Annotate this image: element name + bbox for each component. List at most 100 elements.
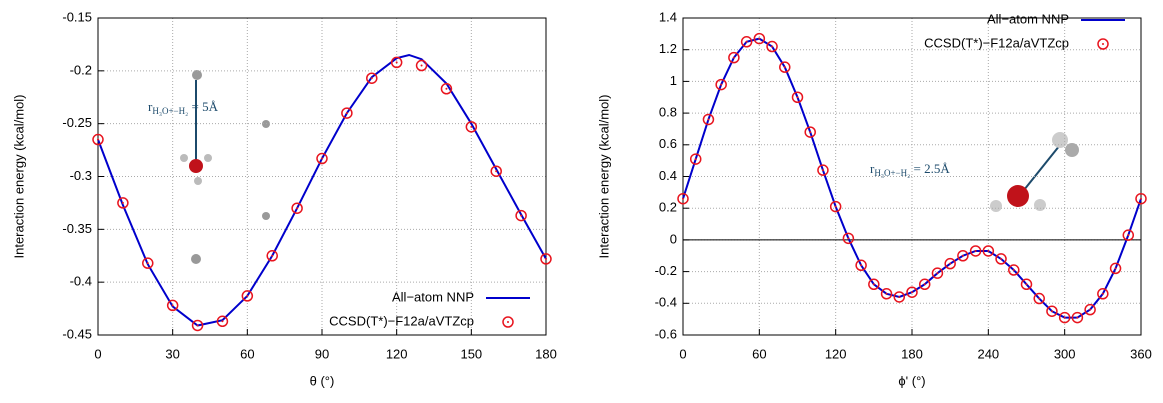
x-tick-label: 90 [315, 346, 329, 361]
point-dot [974, 249, 977, 252]
point [677, 192, 689, 205]
point-dot [1101, 292, 1104, 295]
point-dot [694, 158, 697, 161]
point [490, 165, 502, 177]
y-tick-label: -0.35 [62, 221, 92, 236]
y-tick-label: 0.2 [659, 200, 677, 215]
point [1122, 229, 1135, 241]
point-ring [440, 83, 453, 95]
point-ring [931, 267, 944, 279]
point-dot [1114, 267, 1117, 270]
point-ring [1122, 229, 1135, 241]
point-ring [1135, 192, 1147, 205]
point-dot [1063, 316, 1066, 319]
point [689, 153, 702, 165]
point-dot [1025, 283, 1028, 286]
point [366, 72, 378, 84]
point-dot [97, 138, 99, 141]
point-dot [1076, 316, 1079, 319]
point-dot [1140, 197, 1142, 200]
point [982, 245, 995, 257]
y-tick-label: -0.6 [655, 326, 677, 341]
y-tick-label: -0.2 [655, 263, 677, 278]
point-dot [196, 324, 199, 327]
point [918, 278, 931, 291]
point-dot [936, 272, 939, 275]
point-ring [689, 153, 702, 165]
point [1097, 288, 1109, 300]
point-ring [753, 32, 766, 45]
point [829, 200, 842, 213]
point [515, 209, 527, 222]
plot-frame [682, 17, 1142, 336]
point-dot [495, 170, 498, 173]
point-ring [465, 121, 478, 133]
point-ring [677, 192, 689, 205]
point-dot [1012, 269, 1015, 272]
y-tick-label: -0.45 [62, 326, 92, 341]
legend-swatch [1097, 38, 1109, 50]
point-ring [1071, 311, 1084, 324]
molecule-left [180, 70, 270, 264]
point-ring [191, 319, 204, 332]
point-ring [804, 126, 816, 138]
x-tick-label: 180 [535, 346, 557, 361]
point-ring [779, 61, 791, 73]
point-ring [241, 290, 254, 302]
point-ring [842, 232, 855, 245]
x-tick-label: 0 [679, 346, 686, 361]
point-ring [855, 259, 867, 272]
point-ring [766, 40, 778, 53]
point [855, 259, 867, 272]
point-ring [702, 113, 715, 126]
point-dot [146, 262, 149, 265]
point-ring [415, 59, 428, 72]
point-ring [92, 133, 104, 146]
x-tick-label: 60 [240, 346, 254, 361]
point-ring [117, 197, 129, 209]
y-tick-label: -0.4 [70, 274, 92, 289]
point-ring [490, 165, 502, 177]
point-dot [682, 197, 684, 200]
x-tick-label: 240 [977, 346, 999, 361]
point-dot [745, 40, 748, 43]
point [893, 291, 906, 303]
point-dot [221, 320, 224, 323]
point [266, 250, 278, 262]
plot-frame [97, 17, 547, 336]
point [540, 253, 552, 265]
point [216, 315, 229, 328]
y-tick-label: 0.4 [659, 168, 677, 183]
molecule-right [990, 132, 1079, 212]
x-tick-label: 150 [460, 346, 482, 361]
point-ring [1058, 311, 1071, 324]
point [1084, 303, 1096, 316]
point-dot [809, 131, 812, 134]
point-dot [296, 207, 299, 210]
point [817, 164, 829, 176]
legend-swatch [502, 316, 514, 328]
legend-label: All−atom NNP [392, 289, 474, 304]
point [842, 232, 855, 245]
legend-label: CCSD(T*)−F12a/aVTZcp [329, 313, 474, 328]
x-axis-label: ϕ' (°) [898, 373, 925, 388]
point [142, 257, 154, 269]
point-dot [987, 249, 990, 252]
point-dot [911, 291, 913, 294]
annotation-rest: = 2.5Å [910, 161, 950, 176]
annotation-sub: H₃O+−H₂ [874, 168, 910, 178]
point [241, 290, 254, 302]
annotation: rH₃O+−H₂ = 2.5Å [870, 161, 950, 178]
point-ring [829, 200, 842, 213]
point-ring [166, 299, 179, 312]
point-dot [1038, 297, 1041, 300]
point [92, 133, 104, 146]
y-tick-label: 0.8 [659, 105, 677, 120]
point [117, 197, 129, 209]
point-dot [420, 64, 423, 67]
point-ring [1046, 305, 1058, 317]
point-dot [720, 83, 723, 86]
x-tick-label: 60 [752, 346, 766, 361]
point-ring [390, 56, 403, 69]
legend-label: CCSD(T*)−F12a/aVTZcp [924, 35, 1069, 50]
